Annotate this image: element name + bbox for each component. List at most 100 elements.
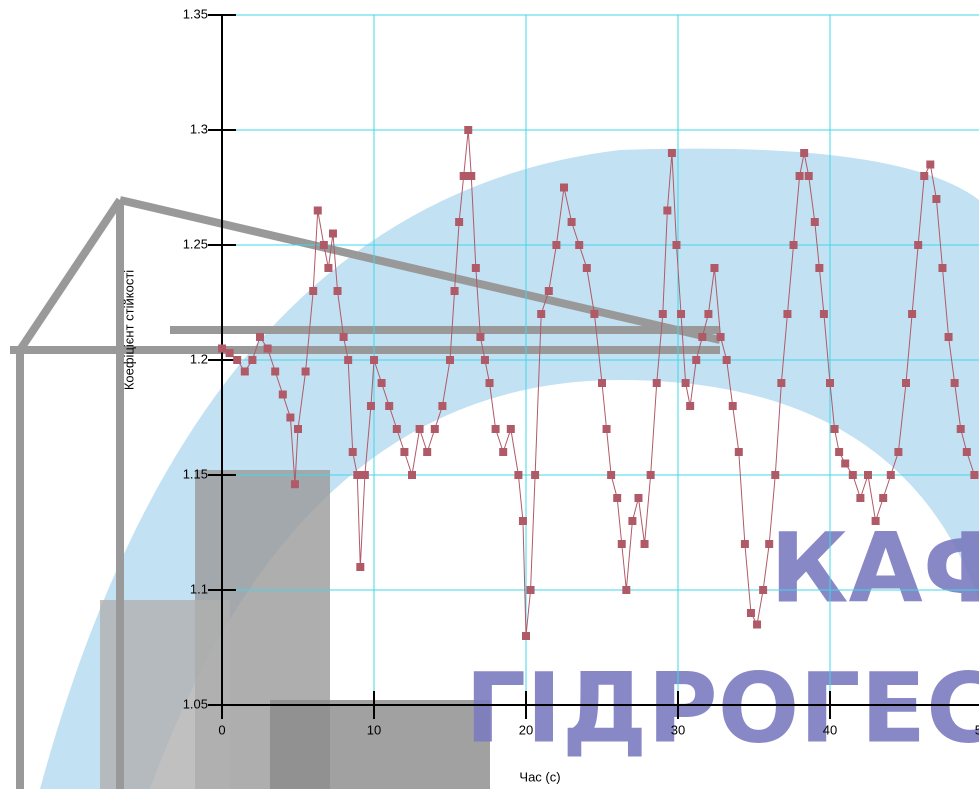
y-tick-label: 1.25: [183, 236, 208, 251]
point: [864, 471, 872, 479]
point: [894, 448, 903, 456]
point: [704, 310, 713, 318]
point: [944, 333, 953, 341]
point: [613, 494, 622, 502]
point: [271, 367, 280, 376]
point: [698, 333, 707, 341]
point: [348, 448, 357, 456]
point: [815, 264, 824, 272]
point: [506, 425, 515, 433]
point: [567, 218, 576, 226]
point: [446, 356, 454, 364]
point: [830, 425, 839, 433]
point: [886, 471, 895, 479]
point: [658, 310, 667, 318]
background-logo: КАФ ГІДРОГЕС: [10, 148, 979, 789]
point: [783, 310, 792, 318]
y-tick-label: 1.3: [190, 121, 208, 136]
point: [464, 126, 473, 134]
point: [471, 264, 480, 272]
point: [956, 425, 965, 433]
point: [344, 356, 353, 364]
point: [290, 480, 299, 489]
point: [646, 471, 655, 479]
point: [328, 229, 337, 238]
point: [415, 425, 424, 433]
point: [938, 264, 947, 272]
point: [582, 264, 591, 272]
point: [455, 218, 464, 226]
y-tick-label: 1.35: [183, 6, 208, 21]
x-tick-label: 0: [218, 722, 225, 737]
point: [518, 517, 527, 525]
y-tick-label: 1.15: [183, 466, 208, 481]
point: [531, 471, 540, 479]
point: [795, 172, 804, 180]
point: [856, 494, 865, 502]
point: [871, 517, 880, 525]
point: [480, 356, 489, 364]
point: [622, 586, 631, 594]
point: [218, 344, 226, 353]
point: [248, 356, 257, 364]
point: [734, 448, 743, 456]
point: [753, 620, 762, 629]
point: [366, 402, 375, 410]
point: [848, 471, 857, 479]
point: [485, 379, 494, 387]
point: [537, 310, 546, 318]
point: [879, 494, 888, 502]
point: [663, 206, 672, 215]
point: [686, 402, 695, 410]
point: [459, 172, 468, 180]
x-axis-label: Час (с): [519, 769, 560, 784]
y-tick-label: 1.1: [190, 581, 208, 596]
point: [385, 402, 394, 410]
point: [765, 540, 774, 548]
point: [319, 241, 328, 249]
point: [575, 241, 584, 249]
point: [692, 356, 701, 364]
point: [771, 471, 780, 479]
point: [263, 344, 272, 353]
point: [278, 390, 287, 399]
point: [728, 402, 737, 410]
point: [962, 448, 971, 456]
point: [740, 540, 749, 548]
point: [759, 586, 768, 594]
point: [835, 448, 844, 456]
point: [716, 333, 725, 341]
point: [233, 356, 242, 364]
point: [789, 241, 798, 249]
point: [598, 379, 606, 387]
point: [333, 287, 342, 295]
point: [339, 333, 348, 341]
point: [450, 287, 459, 295]
point: [301, 367, 310, 376]
point: [950, 379, 959, 387]
point: [602, 425, 611, 433]
point: [360, 471, 369, 479]
point: [804, 172, 813, 180]
point: [408, 471, 416, 479]
x-tick-label: 20: [519, 722, 533, 737]
point: [932, 195, 941, 203]
point: [681, 379, 690, 387]
point: [914, 241, 923, 249]
point: [356, 563, 365, 571]
point: [926, 160, 935, 169]
point: [438, 402, 447, 410]
point: [607, 471, 616, 479]
point: [377, 379, 386, 387]
point: [522, 632, 530, 640]
point: [225, 349, 234, 358]
point: [841, 459, 850, 468]
point: [634, 494, 643, 502]
point: [652, 379, 661, 387]
point: [392, 425, 401, 433]
point: [677, 310, 686, 318]
point: [826, 379, 834, 387]
background-text: ГІДРОГЕС: [465, 652, 979, 764]
